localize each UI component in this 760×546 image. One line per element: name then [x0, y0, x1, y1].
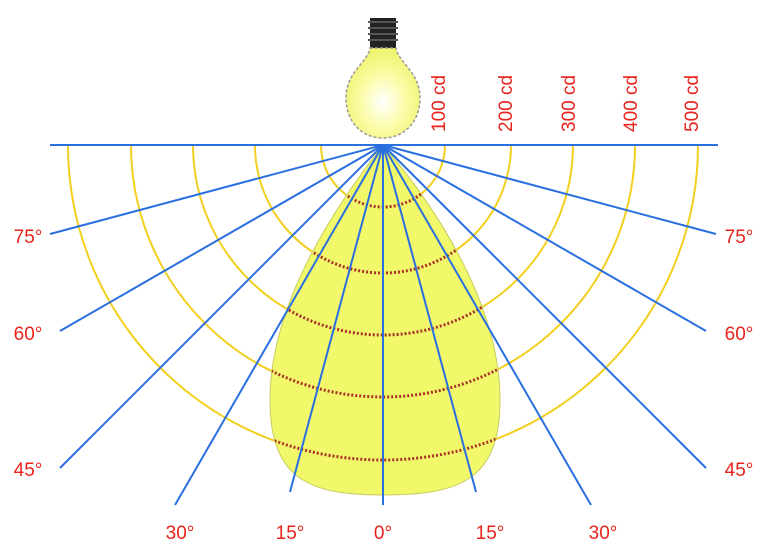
intensity-label: 500 cd — [682, 75, 703, 132]
angle-label: 15° — [476, 523, 505, 544]
intensity-label: 300 cd — [559, 75, 580, 132]
angle-label: 75° — [725, 227, 754, 248]
light-bulb — [346, 18, 420, 138]
angle-label: 60° — [725, 324, 754, 345]
angle-label: 30° — [166, 523, 195, 544]
angle-label: 15° — [276, 523, 305, 544]
angle-rays — [50, 145, 718, 505]
light-distribution — [270, 145, 500, 495]
intensity-label: 400 cd — [621, 75, 642, 132]
angle-label: 45° — [14, 460, 43, 481]
angle-label: 30° — [589, 523, 618, 544]
angle-label: 0° — [374, 523, 392, 544]
angle-label: 75° — [14, 227, 43, 248]
diagram: 100 cd 200 cd 300 cd 400 cd 500 cd 75° 6… — [0, 0, 760, 546]
intensity-label: 200 cd — [496, 75, 517, 132]
angle-label: 60° — [14, 324, 43, 345]
angle-label: 45° — [725, 460, 754, 481]
intensity-labels: 100 cd 200 cd 300 cd 400 cd 500 cd — [429, 75, 703, 132]
intensity-label: 100 cd — [429, 75, 450, 132]
